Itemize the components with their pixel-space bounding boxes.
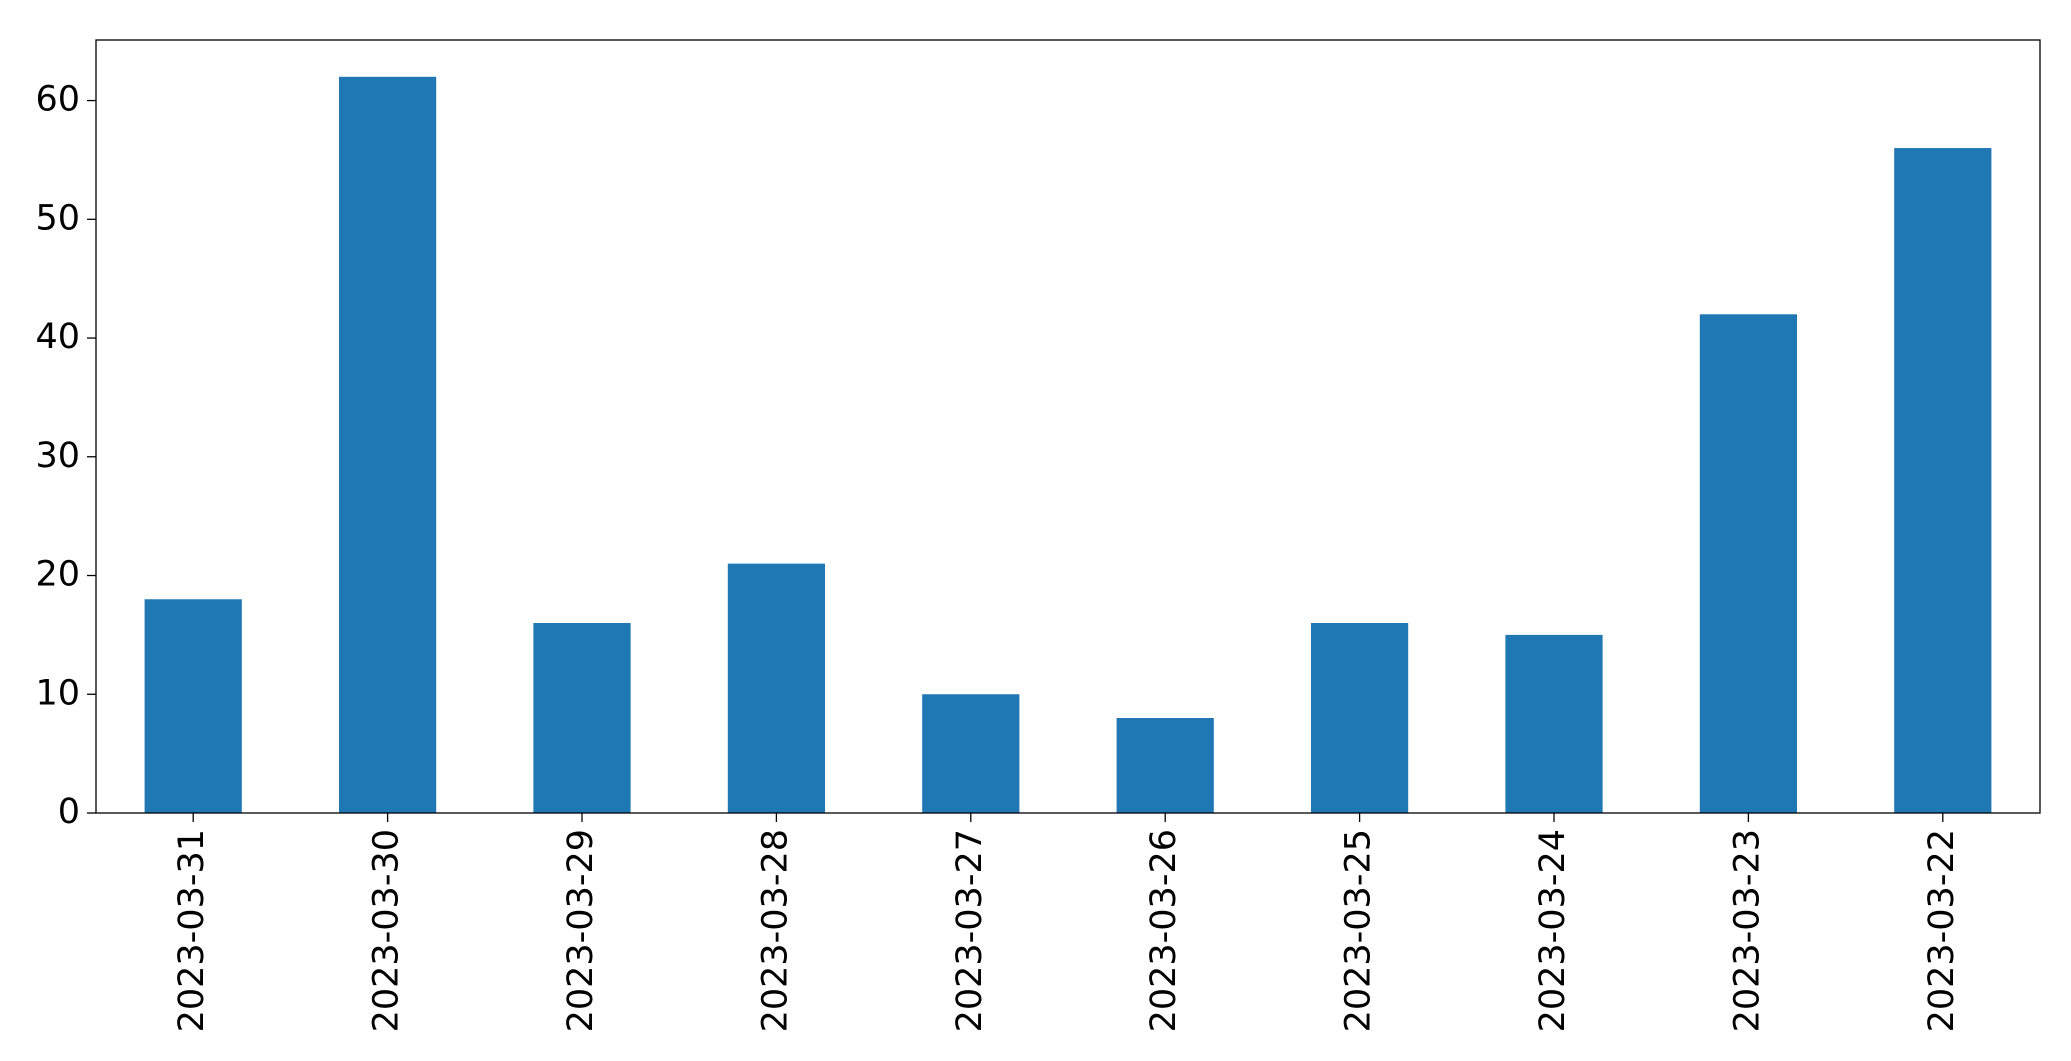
y-tick-label: 0	[58, 792, 80, 832]
bar	[922, 694, 1020, 813]
y-tick-label: 20	[35, 555, 80, 595]
y-tick-label: 50	[35, 198, 80, 238]
x-tick-label: 2023-03-30	[367, 829, 407, 1032]
plot-frame	[95, 39, 2041, 814]
bar	[1116, 718, 1214, 813]
y-tick-label: 30	[35, 436, 80, 476]
x-tick-label: 2023-03-22	[1922, 829, 1962, 1032]
bar	[339, 76, 437, 814]
bar	[1699, 314, 1797, 813]
bar	[1505, 634, 1603, 813]
x-tick-label: 2023-03-24	[1533, 829, 1573, 1032]
x-tick-label: 2023-03-27	[950, 829, 990, 1032]
bar	[1311, 623, 1409, 813]
x-tick-label: 2023-03-29	[561, 829, 601, 1032]
bar	[1894, 148, 1992, 813]
x-tick-label: 2023-03-25	[1339, 829, 1379, 1032]
bar	[533, 623, 631, 813]
bar	[144, 599, 242, 813]
y-tick-label: 60	[35, 80, 80, 120]
x-tick-label: 2023-03-28	[755, 829, 795, 1032]
x-tick-label: 2023-03-31	[172, 829, 212, 1032]
y-tick-label: 10	[35, 673, 80, 713]
x-tick-label: 2023-03-23	[1727, 829, 1767, 1032]
bar	[727, 563, 825, 813]
x-tick-label: 2023-03-26	[1144, 829, 1184, 1032]
y-tick-label: 40	[35, 317, 80, 357]
